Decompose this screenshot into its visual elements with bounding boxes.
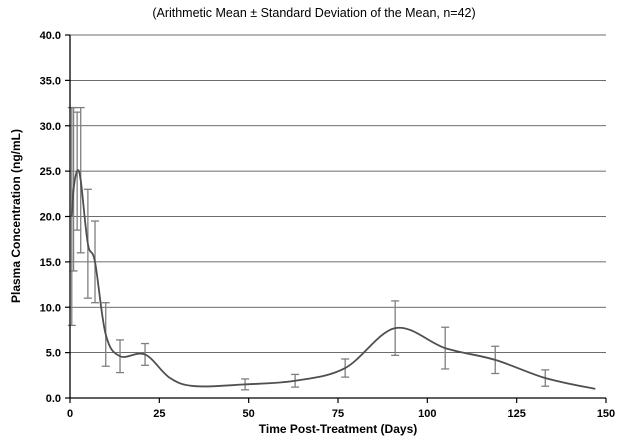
y-tick-label: 5.0: [46, 348, 61, 360]
y-tick-label: 35.0: [40, 75, 61, 87]
grid-lines: [70, 34, 606, 399]
x-tick-label: 25: [153, 408, 165, 420]
x-tick-label: 125: [507, 408, 525, 420]
y-tick-label: 40.0: [40, 30, 61, 42]
y-tick-label: 30.0: [40, 121, 61, 133]
x-tick-label: 50: [243, 408, 255, 420]
x-tick-label: 75: [332, 408, 344, 420]
y-axis-label: Plasma Concentration (ng/mL): [9, 128, 23, 304]
chart-title: (Arithmetic Mean ± Standard Deviation of…: [152, 6, 476, 20]
x-tick-label: 150: [597, 408, 615, 420]
y-tick-label: 15.0: [40, 257, 61, 269]
x-tick-label: 100: [418, 408, 436, 420]
error-bars: [67, 106, 550, 391]
x-axis-label: Time Post-Treatment (Days): [258, 422, 418, 436]
y-tick-label: 20.0: [40, 212, 61, 224]
x-tick-label: 0: [67, 408, 73, 420]
y-tick-label: 0.0: [46, 393, 61, 405]
tick-marks: [65, 34, 607, 403]
series-line: [70, 169, 596, 390]
tick-labels: 0.0 5.0 10.0 15.0 20.0 25.0 30.0 35.0 40.0 0 25 50 7…: [40, 30, 616, 420]
y-tick-label: 10.0: [40, 302, 61, 314]
y-tick-label: 25.0: [40, 166, 61, 178]
